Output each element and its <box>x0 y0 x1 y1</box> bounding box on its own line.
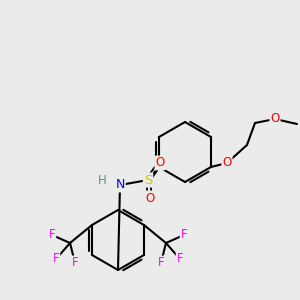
Text: O: O <box>270 112 280 125</box>
Text: F: F <box>53 253 59 266</box>
Text: F: F <box>177 253 183 266</box>
Text: F: F <box>158 256 164 269</box>
Text: O: O <box>222 157 232 169</box>
Text: O: O <box>155 157 165 169</box>
Text: H: H <box>98 173 106 187</box>
Text: S: S <box>144 173 152 187</box>
Text: F: F <box>49 229 55 242</box>
Text: O: O <box>146 191 154 205</box>
Text: F: F <box>72 256 78 269</box>
Text: F: F <box>181 229 187 242</box>
Text: N: N <box>115 178 125 191</box>
